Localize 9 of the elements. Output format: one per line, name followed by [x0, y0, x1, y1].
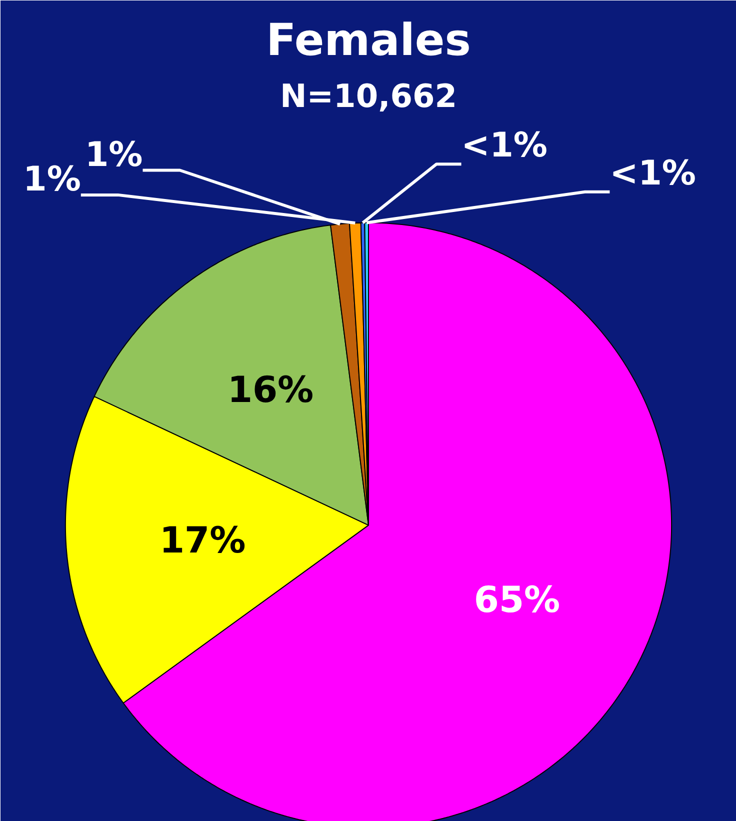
data-label: 65%	[474, 580, 560, 622]
data-label: 1%	[23, 160, 81, 200]
data-label: 1%	[85, 134, 143, 175]
data-label: <1%	[461, 126, 548, 166]
data-label: <1%	[610, 153, 696, 194]
chart-subtitle: N=10,662	[280, 77, 458, 116]
data-label: 16%	[227, 370, 314, 412]
data-label: 17%	[159, 520, 246, 562]
chart-title: Females	[266, 15, 471, 66]
